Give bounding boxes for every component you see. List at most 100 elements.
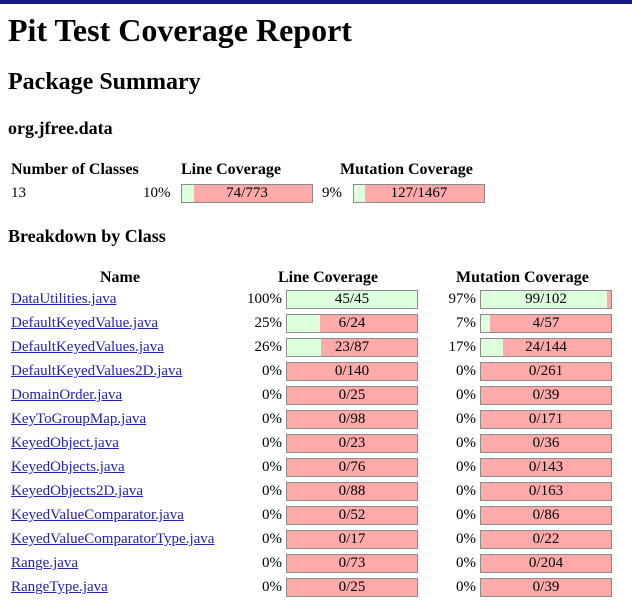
table-row: DefaultKeyedValue.java 25% 6/24 7% 4/57 — [8, 312, 628, 336]
line-coverage-ratio: 6/24 — [338, 315, 366, 331]
summary-line-percent: 10% — [143, 185, 171, 201]
mutation-coverage-ratio: 4/57 — [532, 315, 560, 331]
line-coverage-ratio: 0/98 — [338, 411, 366, 427]
mutation-coverage-ratio: 0/36 — [532, 435, 560, 451]
line-coverage-percent: 0% — [262, 435, 282, 451]
mutation-coverage-percent: 0% — [456, 459, 476, 475]
class-link[interactable]: KeyedObjects2D.java — [11, 483, 144, 499]
top-border-bar — [0, 0, 632, 4]
class-link[interactable]: KeyedValueComparatorType.java — [11, 531, 215, 547]
class-link[interactable]: DomainOrder.java — [11, 387, 123, 403]
line-coverage-bar: 45/45 — [286, 290, 418, 309]
package-name: org.jfree.data — [8, 118, 113, 138]
line-coverage-bar: 0/52 — [286, 506, 418, 525]
line-coverage-ratio: 0/73 — [338, 555, 366, 571]
mutation-coverage-bar: 24/144 — [480, 338, 612, 357]
line-coverage-bar: 0/23 — [286, 434, 418, 453]
class-link[interactable]: DataUtilities.java — [11, 291, 117, 307]
mutation-coverage-percent: 0% — [456, 387, 476, 403]
line-coverage-ratio: 0/76 — [338, 459, 366, 475]
mutation-coverage-ratio: 0/171 — [528, 411, 564, 427]
package-summary-heading: Package Summary — [8, 69, 201, 95]
table-row: KeyToGroupMap.java 0% 0/98 0% 0/171 — [8, 408, 628, 432]
summary-header-line: Line Coverage — [181, 161, 281, 178]
line-coverage-percent: 100% — [247, 291, 282, 307]
mutation-coverage-percent: 0% — [456, 363, 476, 379]
class-link[interactable]: KeyToGroupMap.java — [11, 411, 147, 427]
class-link[interactable]: Range.java — [11, 555, 79, 571]
line-coverage-ratio: 0/88 — [338, 483, 366, 499]
mutation-coverage-bar: 0/143 — [480, 458, 612, 477]
mutation-coverage-percent: 0% — [456, 555, 476, 571]
line-coverage-percent: 0% — [262, 507, 282, 523]
coverage-fill — [287, 315, 320, 332]
mutation-coverage-ratio: 0/39 — [532, 579, 560, 595]
mutation-coverage-bar: 0/261 — [480, 362, 612, 381]
table-row: KeyedObject.java 0% 0/23 0% 0/36 — [8, 432, 628, 456]
mutation-coverage-ratio: 0/163 — [528, 483, 564, 499]
mutation-coverage-percent: 97% — [448, 291, 477, 307]
line-coverage-bar: 0/98 — [286, 410, 418, 429]
class-link[interactable]: DefaultKeyedValue.java — [11, 315, 159, 331]
summary-mutation-coverage-bar: 127/1467 — [353, 184, 485, 203]
mutation-coverage-bar: 0/39 — [480, 578, 612, 597]
mutation-coverage-ratio: 0/143 — [528, 459, 564, 475]
class-link[interactable]: DefaultKeyedValues2D.java — [11, 363, 183, 379]
line-coverage-bar: 0/73 — [286, 554, 418, 573]
line-coverage-percent: 25% — [254, 315, 283, 331]
line-coverage-bar: 0/76 — [286, 458, 418, 477]
line-coverage-ratio: 0/17 — [338, 531, 366, 547]
mutation-coverage-percent: 0% — [456, 411, 476, 427]
summary-mutation-percent: 9% — [322, 185, 342, 201]
line-coverage-percent: 0% — [262, 531, 282, 547]
line-coverage-ratio: 45/45 — [334, 291, 370, 307]
line-coverage-bar: 0/17 — [286, 530, 418, 549]
line-coverage-bar: 0/25 — [286, 386, 418, 405]
class-link[interactable]: RangeType.java — [11, 579, 108, 595]
line-coverage-percent: 0% — [262, 483, 282, 499]
mutation-coverage-percent: 0% — [456, 507, 476, 523]
class-link[interactable]: DefaultKeyedValues.java — [11, 339, 164, 355]
table-row: DataUtilities.java 100% 45/45 97% 99/102 — [8, 288, 628, 312]
line-coverage-percent: 0% — [262, 579, 282, 595]
line-coverage-percent: 0% — [262, 555, 282, 571]
mutation-coverage-bar: 4/57 — [480, 314, 612, 333]
class-link[interactable]: KeyedValueComparator.java — [11, 507, 184, 523]
mutation-coverage-bar: 0/39 — [480, 386, 612, 405]
line-coverage-ratio: 23/87 — [334, 339, 370, 355]
line-coverage-ratio: 0/25 — [338, 387, 366, 403]
mutation-coverage-bar: 0/171 — [480, 410, 612, 429]
table-row: KeyedValueComparatorType.java 0% 0/17 0% 0/2… — [8, 528, 628, 552]
line-coverage-bar: 0/25 — [286, 578, 418, 597]
line-coverage-percent: 0% — [262, 411, 282, 427]
line-coverage-ratio: 0/140 — [334, 363, 370, 379]
coverage-fill — [481, 291, 608, 308]
mutation-coverage-percent: 0% — [456, 531, 476, 547]
summary-class-count: 13 — [11, 185, 26, 201]
summary-line-coverage-bar: 74/773 — [181, 184, 313, 203]
line-coverage-bar: 23/87 — [286, 338, 418, 357]
mutation-coverage-percent: 0% — [456, 579, 476, 595]
class-link[interactable]: KeyedObjects.java — [11, 459, 125, 475]
table-row: KeyedObjects.java 0% 0/76 0% 0/143 — [8, 456, 628, 480]
mutation-coverage-percent: 0% — [456, 435, 476, 451]
summary-mutation-ratio: 127/1467 — [390, 185, 448, 201]
column-header-line: Line Coverage — [278, 269, 378, 286]
coverage-fill — [287, 339, 322, 356]
line-coverage-bar: 6/24 — [286, 314, 418, 333]
mutation-coverage-ratio: 24/144 — [525, 339, 567, 355]
table-row: DefaultKeyedValues.java 26% 23/87 17% 24/144 — [8, 336, 628, 360]
mutation-coverage-ratio: 0/86 — [532, 507, 560, 523]
mutation-coverage-bar: 0/204 — [480, 554, 612, 573]
table-row: Range.java 0% 0/73 0% 0/204 — [8, 552, 628, 576]
mutation-coverage-bar: 0/36 — [480, 434, 612, 453]
line-coverage-percent: 26% — [254, 339, 283, 355]
column-header-mutation: Mutation Coverage — [456, 269, 589, 286]
line-coverage-ratio: 0/25 — [338, 579, 366, 595]
coverage-fill — [481, 315, 491, 332]
line-coverage-percent: 0% — [262, 459, 282, 475]
line-coverage-percent: 0% — [262, 363, 282, 379]
mutation-coverage-ratio: 0/204 — [528, 555, 564, 571]
class-link[interactable]: KeyedObject.java — [11, 435, 119, 451]
line-coverage-bar: 0/88 — [286, 482, 418, 501]
